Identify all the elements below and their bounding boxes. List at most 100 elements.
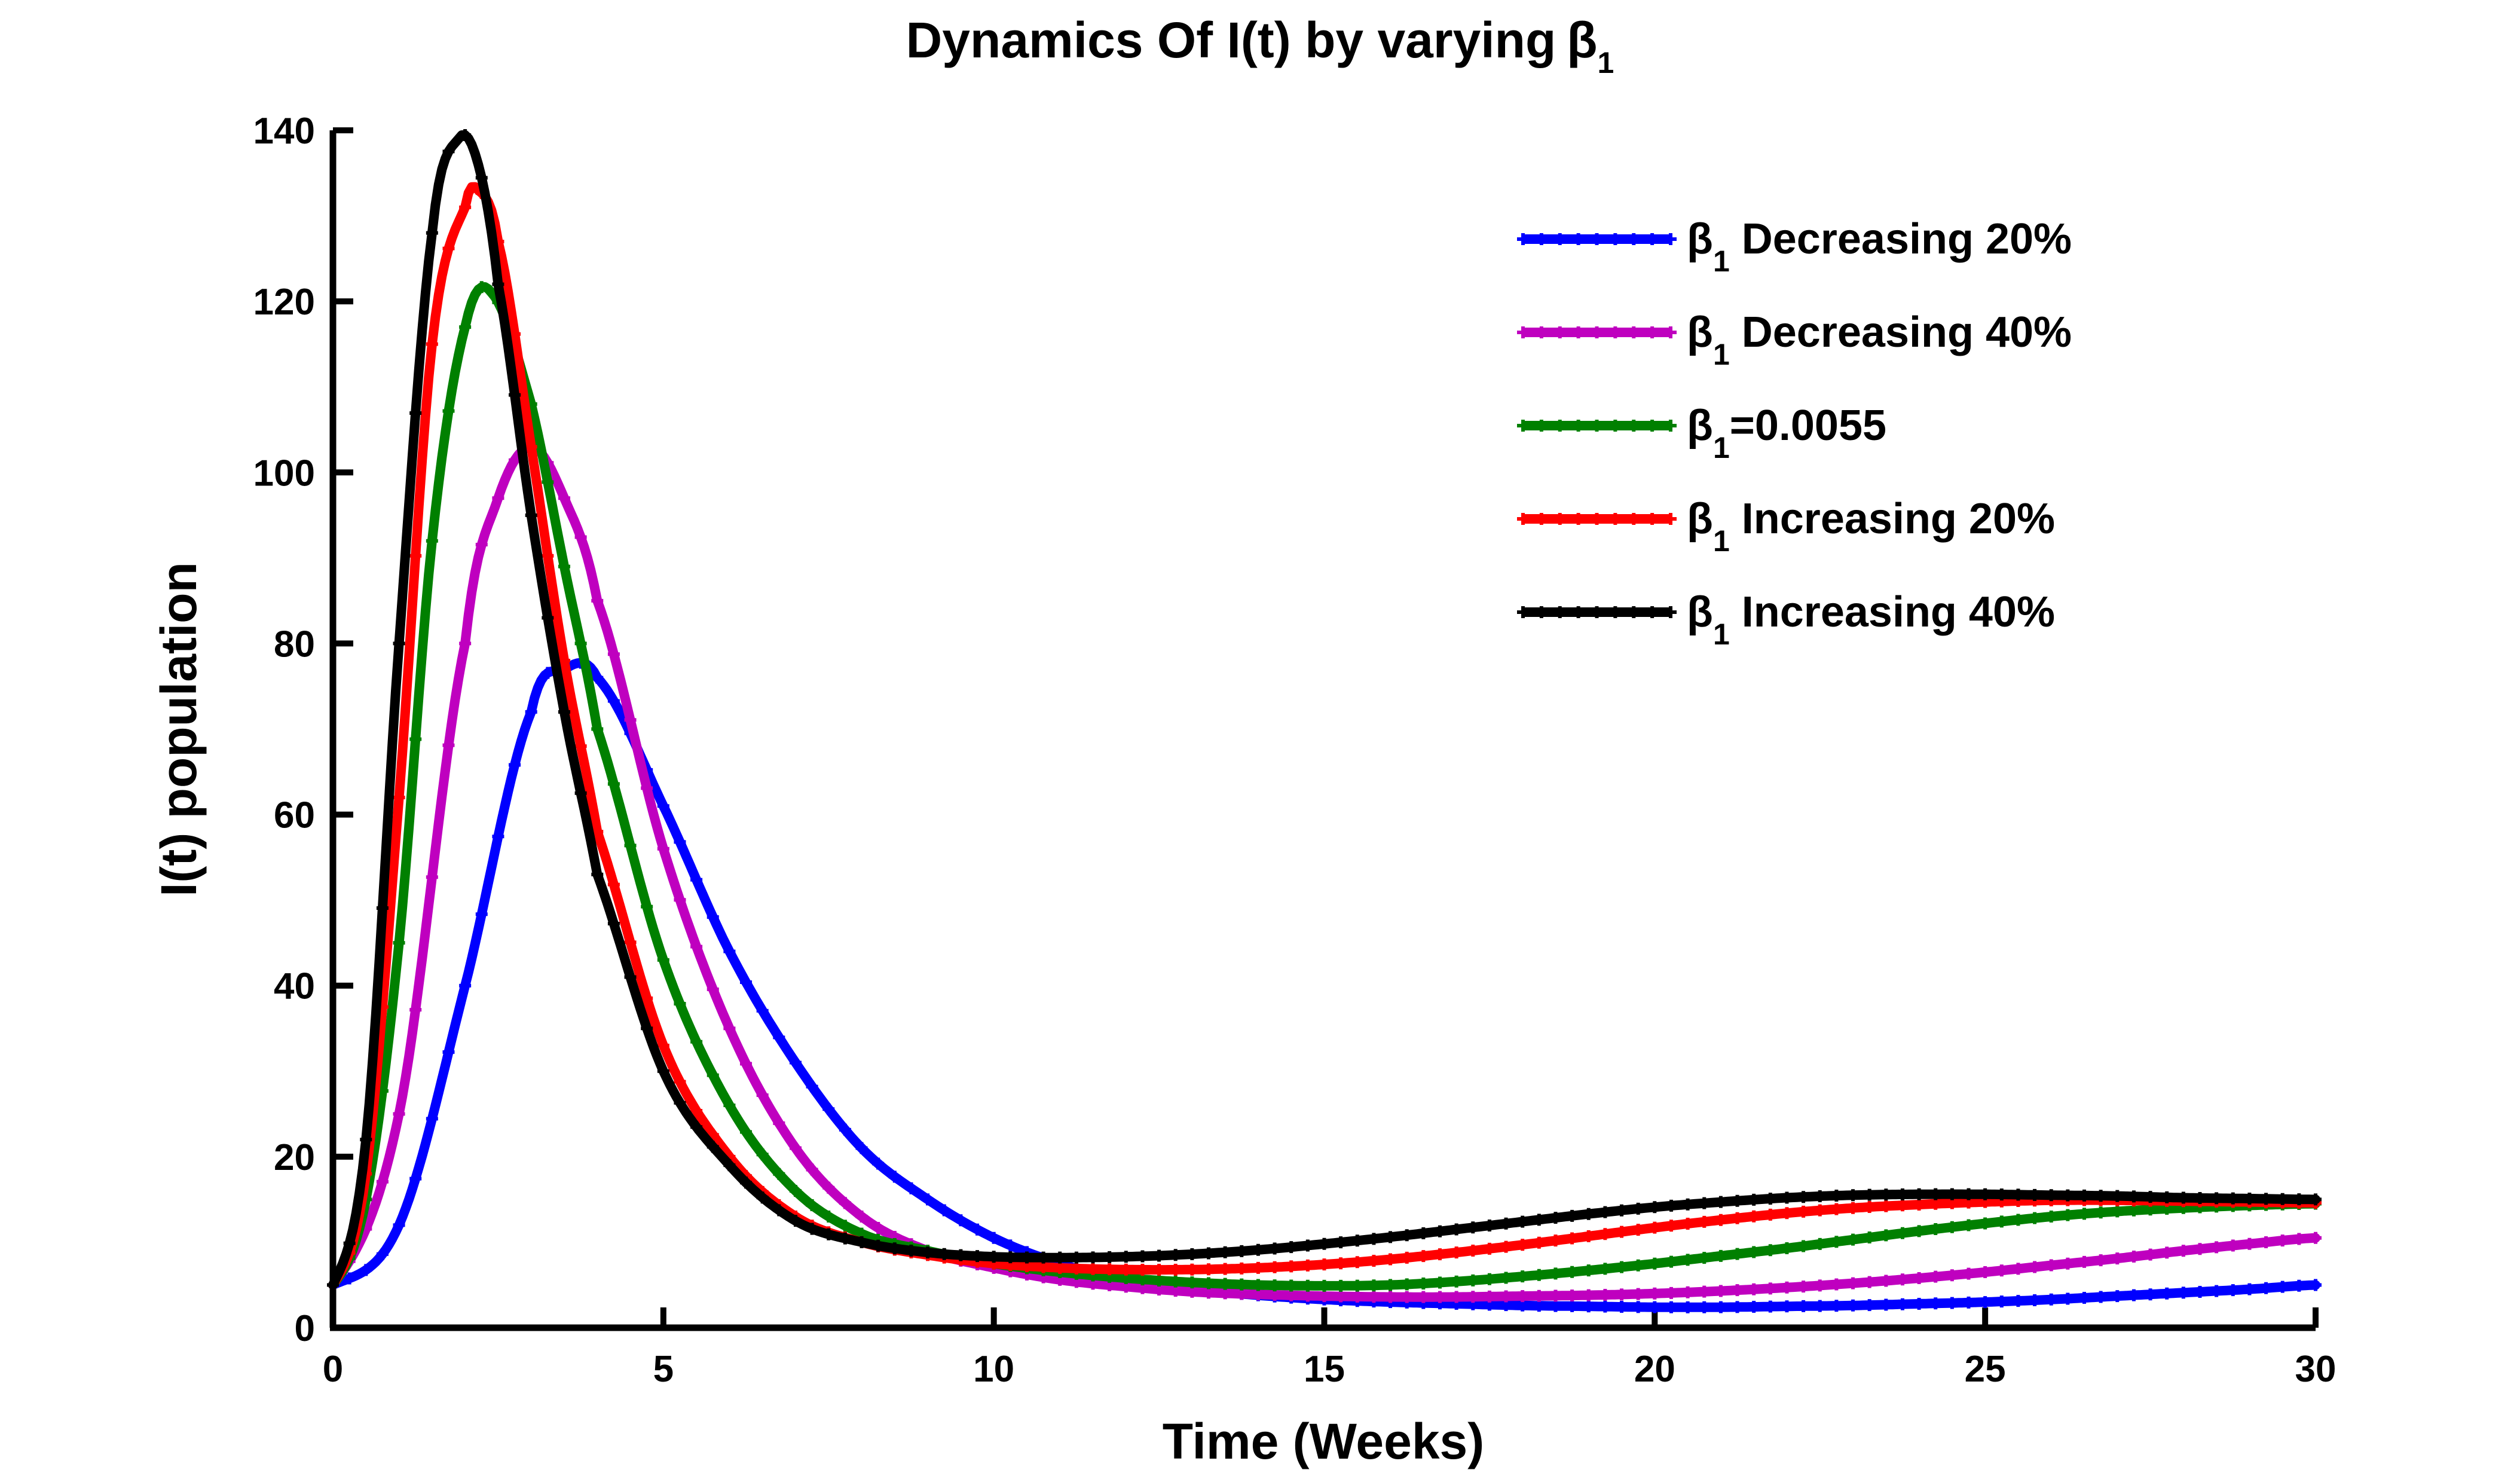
series-marker xyxy=(2310,1279,2322,1291)
series-marker xyxy=(1384,1253,1397,1266)
series-marker xyxy=(690,873,703,886)
series-marker xyxy=(1252,1261,1264,1274)
series-marker xyxy=(1698,1285,1711,1298)
series-marker xyxy=(1549,1289,1562,1302)
series-marker xyxy=(1483,1273,1496,1285)
series-marker xyxy=(1103,1251,1116,1263)
series-marker xyxy=(1400,1291,1413,1303)
series-marker xyxy=(1566,1300,1579,1312)
series-marker xyxy=(1649,1301,1661,1313)
series-marker xyxy=(1748,1283,1760,1295)
series-marker xyxy=(1813,1300,1826,1312)
series-marker xyxy=(1450,1291,1463,1303)
series-marker xyxy=(1235,1262,1248,1275)
series-marker xyxy=(607,878,620,891)
series-marker xyxy=(789,1215,802,1227)
series-marker xyxy=(1681,1301,1694,1313)
series-marker xyxy=(1549,1234,1562,1247)
series-marker xyxy=(674,1096,686,1109)
series-marker xyxy=(1483,1242,1496,1255)
series-marker xyxy=(657,1039,669,1052)
series-marker xyxy=(327,1279,339,1291)
series-marker xyxy=(657,800,669,812)
series-marker xyxy=(1995,1295,2008,1308)
y-tick-label: 60 xyxy=(274,795,315,836)
series-marker xyxy=(2227,1284,2239,1297)
series-marker xyxy=(1632,1259,1644,1272)
legend-marker xyxy=(1609,326,1622,338)
legend-marker xyxy=(1572,513,1585,525)
series-marker xyxy=(789,1185,802,1197)
legend-label: β1 Increasing 20% xyxy=(1687,495,2055,558)
series-marker xyxy=(1929,1297,1942,1310)
series-marker xyxy=(1731,1194,1744,1207)
legend-marker xyxy=(1646,233,1659,245)
series-marker xyxy=(509,389,521,401)
series-marker xyxy=(1070,1262,1082,1275)
series-marker xyxy=(1632,1202,1644,1215)
series-group xyxy=(327,129,2322,1313)
series-marker xyxy=(1764,1193,1776,1205)
x-tick-label: 20 xyxy=(1634,1349,1675,1390)
legend-beta: β xyxy=(1687,402,1713,450)
series-marker xyxy=(789,1056,802,1069)
x-tick-label: 10 xyxy=(973,1349,1014,1390)
chart-title-beta: β xyxy=(1567,12,1597,68)
legend-marker xyxy=(1553,326,1566,338)
series-marker xyxy=(2293,1193,2305,1206)
series-marker xyxy=(822,1228,835,1240)
series-marker xyxy=(707,911,719,924)
series-marker xyxy=(1285,1279,1298,1292)
legend-item: β1 Decreasing 40% xyxy=(1517,308,2072,371)
series-marker xyxy=(1698,1301,1711,1313)
series-marker xyxy=(1318,1237,1331,1250)
series-marker xyxy=(1797,1191,1810,1203)
series-marker xyxy=(839,1197,851,1209)
series-marker xyxy=(1203,1263,1215,1276)
series-marker xyxy=(1830,1236,1843,1248)
legend-marker xyxy=(1553,606,1566,618)
series-marker xyxy=(1632,1224,1644,1236)
series-marker xyxy=(2194,1243,2206,1255)
series-marker xyxy=(1268,1261,1281,1273)
series-marker xyxy=(2111,1205,2124,1218)
legend-marker xyxy=(1553,513,1566,525)
series-marker xyxy=(574,637,587,650)
legend-label: β1 Decreasing 20% xyxy=(1687,215,2072,278)
series-marker xyxy=(2127,1250,2140,1263)
series-marker xyxy=(1368,1279,1380,1292)
series-marker xyxy=(2012,1214,2024,1226)
series-marker xyxy=(1467,1291,1479,1303)
series-marker xyxy=(657,1065,669,1077)
series-marker xyxy=(1979,1296,1992,1309)
legend-marker xyxy=(1517,326,1529,338)
series-marker xyxy=(591,868,604,881)
series-marker xyxy=(1582,1208,1595,1220)
series-marker xyxy=(1433,1276,1446,1289)
series-marker xyxy=(1830,1203,1843,1215)
legend-label-text: Increasing 40% xyxy=(1730,588,2055,636)
series-marker xyxy=(1351,1290,1363,1303)
series-marker xyxy=(1004,1251,1017,1264)
series-marker xyxy=(740,976,753,989)
series-marker xyxy=(360,1133,372,1146)
series-marker xyxy=(492,492,504,505)
chart-title-text: Dynamics Of I(t) by varying xyxy=(906,12,1556,68)
series-marker xyxy=(1219,1246,1231,1258)
series-marker xyxy=(1153,1274,1166,1286)
series-marker xyxy=(2078,1189,2091,1202)
series-marker xyxy=(1087,1251,1099,1264)
series-marker xyxy=(1235,1278,1248,1291)
series-marker xyxy=(1516,1290,1529,1303)
series-marker xyxy=(574,740,587,753)
series-marker xyxy=(426,534,438,547)
series-marker xyxy=(1880,1275,1892,1287)
series-line xyxy=(328,442,2320,1302)
chart-title-subscript: 1 xyxy=(1598,46,1614,80)
series-marker xyxy=(872,1222,885,1234)
series-marker xyxy=(542,667,554,679)
series-marker xyxy=(475,281,488,294)
series-marker xyxy=(1301,1239,1314,1252)
series-marker xyxy=(1649,1201,1661,1214)
series-marker xyxy=(1962,1267,1975,1280)
